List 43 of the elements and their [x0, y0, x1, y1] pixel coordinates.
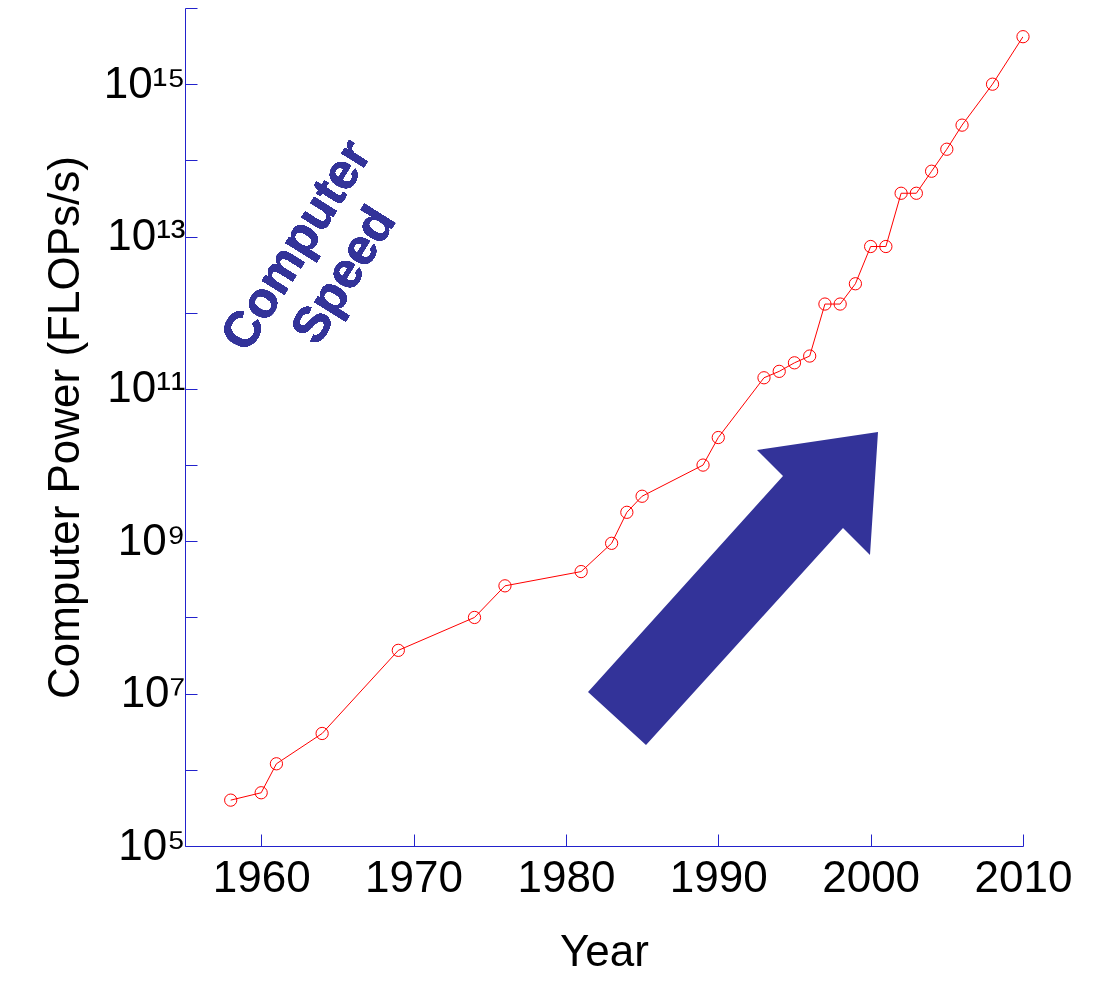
point: [818, 297, 832, 311]
y-tick-label: 10⁷: [120, 667, 186, 717]
point: [924, 164, 939, 178]
point: [940, 142, 954, 156]
point: [224, 793, 238, 807]
point: [254, 786, 268, 800]
point: [498, 579, 512, 593]
point: [772, 364, 786, 378]
point: [711, 430, 725, 445]
point: [1016, 30, 1030, 44]
point: [620, 505, 634, 519]
x-tick-label: 1960: [212, 851, 311, 901]
point: [757, 371, 771, 385]
point: [909, 186, 923, 200]
point: [864, 239, 878, 254]
y-tick-label: 10¹¹: [107, 362, 186, 412]
point: [467, 610, 482, 625]
point: [269, 757, 284, 771]
x-tick-label: 1990: [669, 851, 768, 901]
point: [787, 356, 802, 370]
x-tick-label: 2000: [822, 851, 921, 901]
y-tick-label: 10⁵: [118, 819, 186, 869]
point: [833, 297, 847, 311]
y-tick-label: 10⁹: [117, 514, 186, 564]
y-tick-label: 10¹⁵: [103, 57, 186, 107]
point: [574, 564, 588, 579]
point: [848, 277, 863, 291]
point: [696, 458, 710, 472]
point: [955, 118, 969, 132]
y-axis-title: Computer Power (FLOPs/s): [38, 156, 88, 699]
x-tick-label: 1980: [517, 851, 616, 901]
point: [604, 536, 619, 550]
point: [315, 726, 329, 741]
x-tick-label: 2010: [974, 851, 1073, 901]
point: [391, 643, 405, 657]
point: [985, 77, 1000, 91]
x-axis-title: Year: [560, 925, 649, 975]
point: [879, 239, 893, 254]
point: [894, 186, 908, 200]
y-tick-label: 10¹³: [107, 210, 186, 260]
point: [635, 489, 649, 503]
x-tick-label: 1970: [365, 851, 463, 901]
point: [803, 349, 817, 363]
